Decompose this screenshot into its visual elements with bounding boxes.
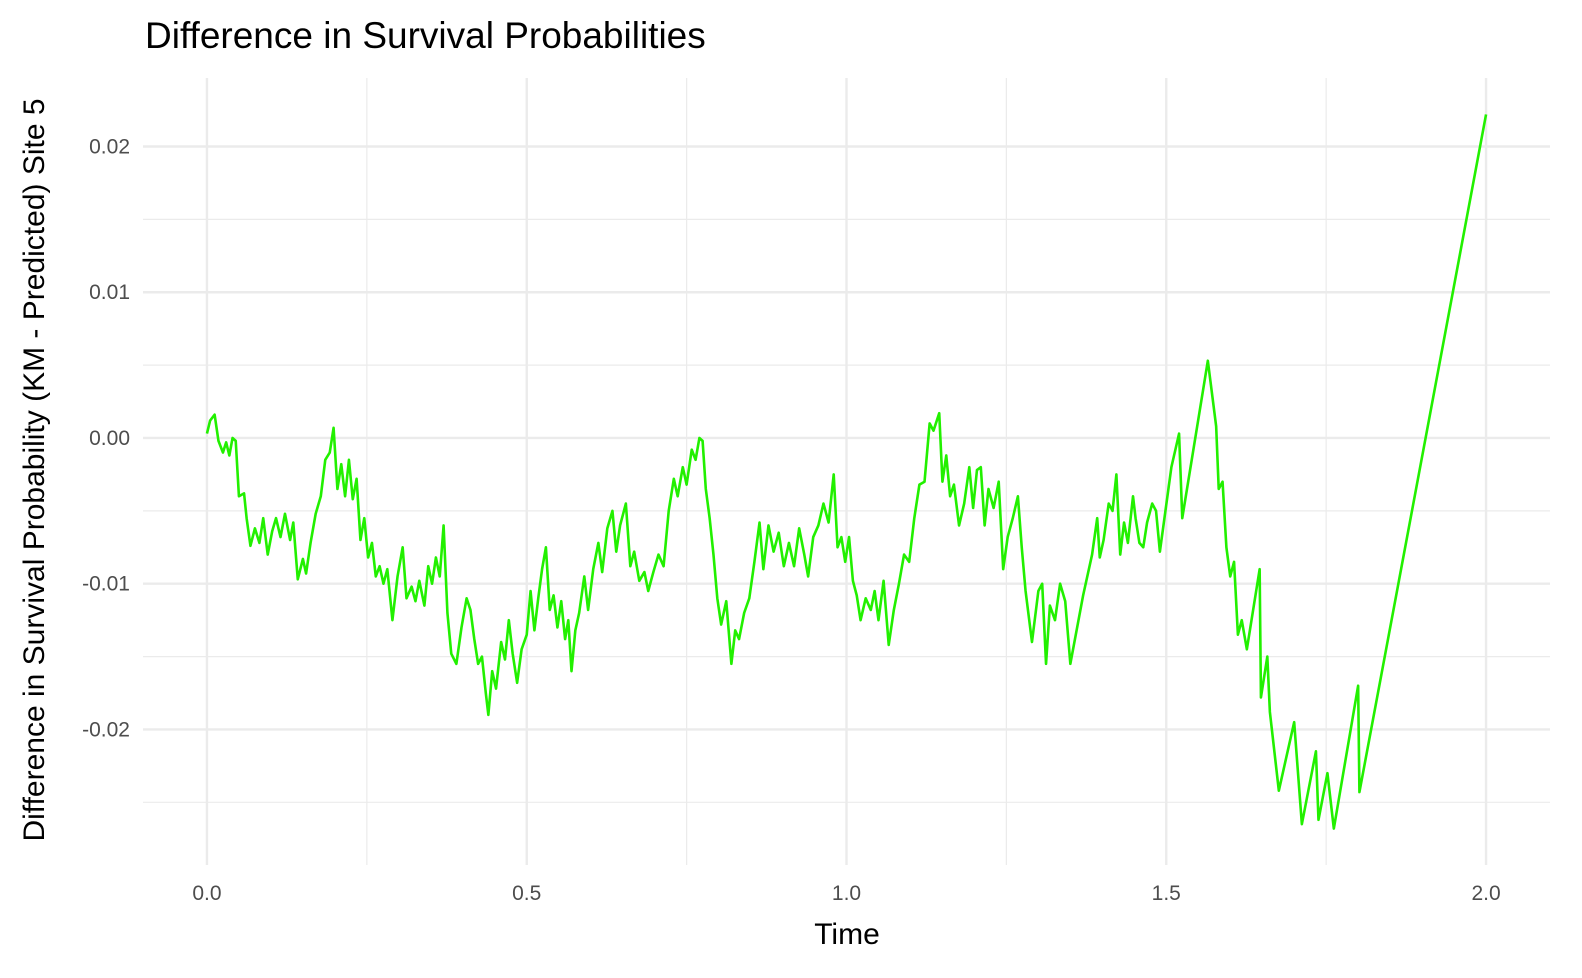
y-tick-label: -0.01 bbox=[82, 573, 130, 596]
x-tick-label: 0.0 bbox=[192, 882, 221, 905]
chart-title: Difference in Survival Probabilities bbox=[145, 15, 706, 56]
data-line bbox=[205, 114, 1488, 830]
y-tick-label: 0.02 bbox=[89, 135, 130, 158]
x-axis-label: Time bbox=[814, 918, 880, 951]
x-tick-label: 0.5 bbox=[512, 882, 541, 905]
y-tick-label: -0.02 bbox=[82, 718, 130, 741]
y-tick-label: 0.00 bbox=[89, 427, 130, 450]
x-tick-label: 2.0 bbox=[1471, 882, 1500, 905]
y-axis-label: Difference in Survival Probability (KM -… bbox=[18, 98, 51, 841]
x-tick-label: 1.5 bbox=[1152, 882, 1181, 905]
y-tick-label: 0.01 bbox=[89, 281, 130, 304]
x-tick-label: 1.0 bbox=[832, 882, 861, 905]
